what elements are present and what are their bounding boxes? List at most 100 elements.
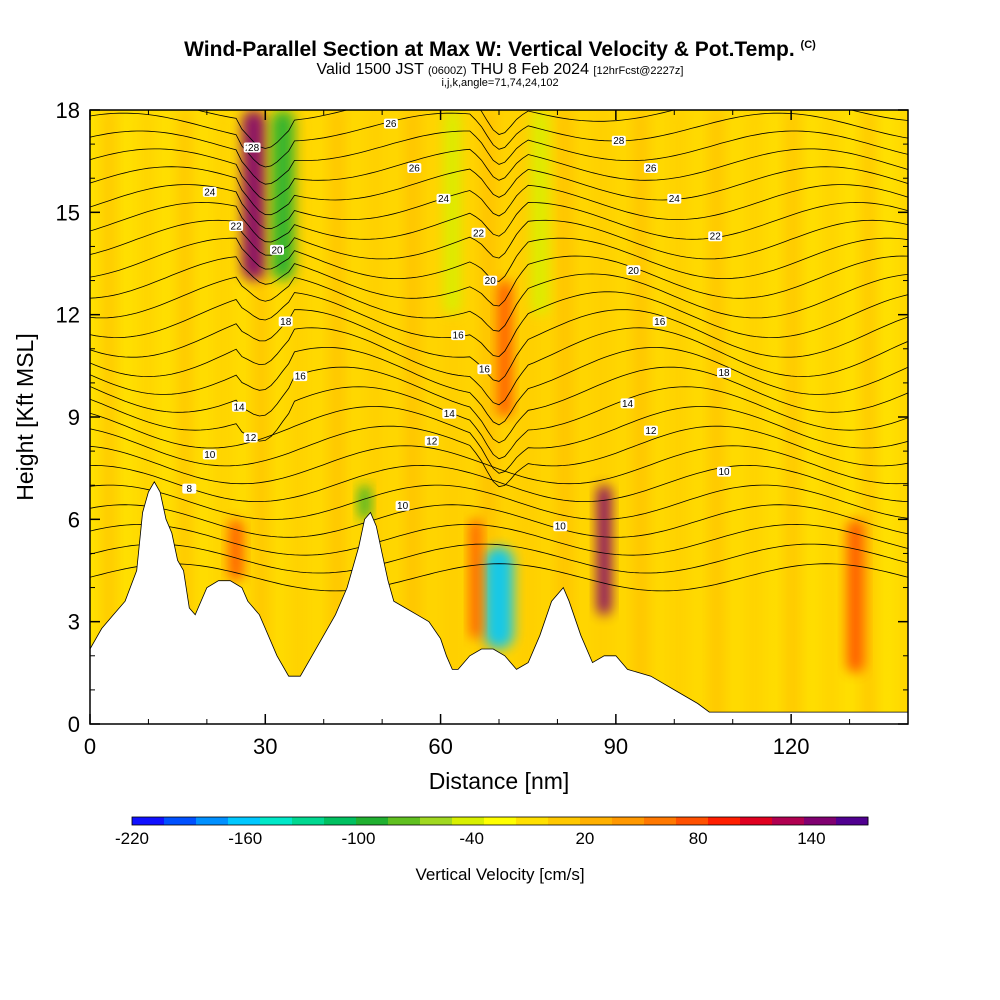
contour-label: 18 <box>278 316 293 328</box>
contour-label-bg <box>667 193 682 204</box>
theta-contour <box>90 406 908 474</box>
colorbar-swatch <box>772 817 805 825</box>
colorbar-swatch <box>708 817 741 825</box>
theta-contour <box>90 291 908 358</box>
theta-contour <box>90 386 908 460</box>
contour-label-text: 12 <box>426 436 438 447</box>
valid-utc: (0600Z) <box>428 65 467 77</box>
colorbar-swatch <box>228 817 261 825</box>
colorbar-tick-label: -100 <box>341 829 375 848</box>
contour-label-bg <box>202 186 217 197</box>
contour-label: 14 <box>442 408 457 420</box>
theta-contour <box>195 110 908 149</box>
field-band <box>861 110 876 724</box>
valid-time: Valid 1500 JST <box>316 61 424 78</box>
contour-label: 16 <box>451 330 466 342</box>
field-band <box>405 110 421 724</box>
contour-label-bg <box>626 265 641 276</box>
contour-label-bg <box>643 425 658 436</box>
contour-label-text: 22 <box>473 228 485 239</box>
contour-label-text: 26 <box>409 164 421 175</box>
y-tick-label: 9 <box>68 405 80 430</box>
contour-label: 28 <box>246 142 261 154</box>
contour-label: 22 <box>229 221 244 233</box>
theta-contour <box>90 255 908 307</box>
velocity-feature <box>241 110 266 281</box>
contour-label-text: 22 <box>231 222 243 233</box>
contour-label-text: 20 <box>485 276 497 287</box>
velocity-feature <box>497 280 513 417</box>
forecast-info: [12hrFcst@2227z] <box>593 65 684 77</box>
contour-label-text: 26 <box>645 164 657 175</box>
contour-label: 8 <box>182 483 197 495</box>
field-band <box>709 110 724 724</box>
colorbar-swatch <box>516 817 549 825</box>
contour-label: 16 <box>652 316 667 328</box>
contour-label-text: 18 <box>718 368 730 379</box>
colorbar-swatch <box>676 817 709 825</box>
velocity-feature <box>484 546 514 649</box>
field-band <box>329 110 345 724</box>
colorbar-swatch <box>548 817 581 825</box>
velocity-feature <box>358 485 371 520</box>
contour-label-bg <box>643 163 658 173</box>
contour-label-text: 16 <box>654 317 666 328</box>
chart-subtitle: Valid 1500 JST (0600Z) THU 8 Feb 2024 [1… <box>0 61 1000 79</box>
terrain-mask <box>89 480 909 725</box>
theta-contours <box>90 110 908 592</box>
x-tick-label: 30 <box>253 734 277 759</box>
contour-label: 18 <box>717 367 731 379</box>
theta-contour <box>90 563 908 592</box>
contour-label: 24 <box>667 193 682 205</box>
valid-date: THU 8 Feb 2024 <box>470 61 589 78</box>
theta-contour <box>90 219 908 260</box>
contour-label-bg <box>620 398 635 409</box>
y-tick-label: 18 <box>56 98 80 123</box>
colorbar-tick-label: -40 <box>459 829 484 848</box>
theta-contour <box>90 309 908 382</box>
contour-label-text: 12 <box>245 433 257 444</box>
contour-label-text: 28 <box>248 143 260 154</box>
contour-label: 10 <box>717 466 731 478</box>
contour-label-bg <box>717 367 731 378</box>
contour-label: 28 <box>611 135 626 147</box>
colorbar-swatch <box>804 817 837 825</box>
colorbar-frame <box>131 816 869 826</box>
velocity-feature <box>228 519 244 581</box>
colorbar-swatch <box>196 817 229 825</box>
field-band <box>557 110 573 724</box>
theta-contour-labels: 8 10 12 14 16 18 20 22 24 26 10 12 14 16 16 20 22 24 26 26 1… <box>182 118 731 533</box>
y-tick-label: 6 <box>68 507 80 532</box>
contour-label-bg <box>652 316 667 327</box>
colorbar-swatch <box>324 817 357 825</box>
contour-label-bg <box>424 435 439 446</box>
theta-contour <box>90 484 908 520</box>
x-tick-label: 0 <box>84 734 96 759</box>
contour-label-bg <box>471 227 486 238</box>
contour-label-text: 10 <box>204 450 216 461</box>
contour-label: 22 <box>708 231 723 243</box>
contour-label-text: 18 <box>280 317 292 328</box>
field-band <box>101 110 117 724</box>
contour-label-bg <box>395 500 410 511</box>
contour-label-bg <box>483 275 498 286</box>
terrain <box>89 480 909 725</box>
theta-contour <box>90 366 908 444</box>
contour-label-text: 8 <box>187 484 193 495</box>
y-tick-label: 0 <box>68 712 80 737</box>
contour-label-text: 24 <box>204 187 216 198</box>
contour-label: 20 <box>483 275 498 287</box>
contour-label-text: 12 <box>645 426 657 437</box>
field-band <box>671 110 686 724</box>
velocity-feature <box>596 485 612 615</box>
contour-label: 16 <box>477 364 492 376</box>
y-tick-label: 15 <box>56 200 80 225</box>
field-band <box>785 110 800 724</box>
contour-label-bg <box>611 135 626 146</box>
colorbar-swatch <box>132 817 165 825</box>
contour-label-bg <box>383 118 398 129</box>
x-tick-label: 90 <box>604 734 628 759</box>
contour-label-text: 16 <box>295 372 307 383</box>
theta-contour <box>90 445 908 485</box>
theta-contour <box>90 273 908 332</box>
